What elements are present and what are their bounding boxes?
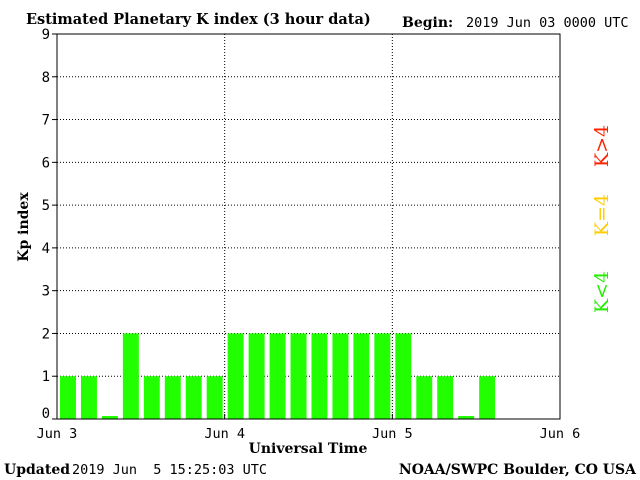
x-tick-label: Jun 3	[37, 426, 78, 442]
kp-bar	[353, 333, 370, 419]
kp-bar	[60, 376, 76, 419]
kp-bar	[416, 376, 433, 419]
y-tick-label: 9	[42, 27, 50, 43]
chart-title: Estimated Planetary K index (3 hour data…	[26, 11, 371, 28]
kp-bar	[374, 333, 391, 419]
begin-label: Begin:	[402, 15, 453, 31]
y-tick-label: 8	[42, 70, 50, 86]
kp-bar	[80, 376, 97, 419]
y-tick-labels: 0 1 2 3 4 5 6 7 8 9	[42, 27, 57, 422]
updated-label: Updated	[4, 462, 70, 478]
legend-k-greater-4: K>4	[591, 125, 613, 167]
kp-bar	[122, 333, 139, 419]
kp-bar	[458, 416, 475, 419]
kp-bar	[395, 333, 412, 419]
kp-bar	[311, 333, 328, 419]
x-tick-label: Jun 5	[372, 426, 413, 442]
kp-bar	[164, 376, 181, 419]
y-tick-label: 4	[42, 241, 50, 257]
kp-bar	[269, 333, 286, 419]
legend-k-less-4: K<4	[591, 271, 613, 313]
y-tick-label: 6	[42, 155, 50, 171]
kp-bar	[437, 376, 454, 419]
y-tick-label: 2	[42, 326, 50, 342]
kp-bar	[185, 376, 202, 419]
y-tick-label: 0	[42, 406, 50, 422]
updated-value: 2019 Jun 5 15:25:03 UTC	[72, 462, 267, 478]
legend-k-equal-4: K=4	[591, 194, 613, 236]
y-tick-label: 3	[42, 284, 50, 300]
x-tick-label: Jun 6	[540, 426, 581, 442]
plot-frame	[56, 33, 561, 420]
kp-bar	[248, 333, 265, 419]
kp-bar	[332, 333, 349, 419]
kp-bar	[479, 376, 496, 419]
y-tick-label: 1	[42, 369, 50, 385]
y-tick-label: 7	[42, 113, 50, 129]
bars	[60, 333, 496, 419]
x-tick-label: Jun 4	[204, 426, 245, 442]
kp-bar	[206, 376, 223, 419]
x-tick-labels: Jun 3 Jun 4 Jun 5 Jun 6	[37, 414, 581, 442]
source-credit: NOAA/SWPC Boulder, CO USA	[399, 462, 637, 478]
kp-bar	[101, 416, 118, 419]
y-axis-label: Kp index	[16, 192, 32, 262]
y-tick-label: 5	[42, 198, 50, 214]
begin-value: 2019 Jun 03 0000 UTC	[466, 15, 629, 31]
kp-bar	[227, 333, 244, 419]
legend: K<4 K=4 K>4	[591, 125, 613, 313]
kp-bar	[143, 376, 160, 419]
kp-bar	[290, 333, 307, 419]
grid-lines	[57, 34, 560, 419]
x-axis-label: Universal Time	[249, 441, 368, 457]
